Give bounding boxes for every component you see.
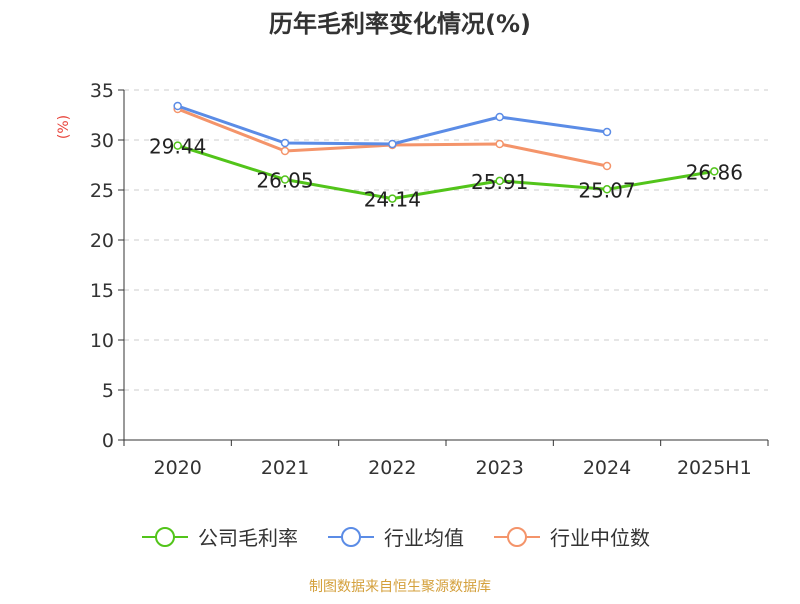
point-0-2024: [602, 185, 612, 194]
legend-swatch-marker-1: [341, 527, 361, 547]
grid-layer: [124, 89, 768, 391]
axis-layer: 0 5 10 15 20 25 30 35 2020 2021 2022 2023 2024 2025H1: [90, 80, 769, 479]
series-line-2: [176, 107, 609, 168]
x-tick-label-2021: 2021: [261, 457, 309, 479]
point-1-2024: [602, 127, 612, 137]
x-tick-label-2025H1: 2025H1: [677, 457, 752, 479]
point-0-2025H1: [710, 167, 719, 176]
data-label-2024: 25.07: [578, 178, 635, 202]
legend-label-0: 公司毛利率: [198, 526, 298, 550]
x-tick-label-2022: 2022: [368, 457, 416, 479]
legend-item-1: 行业均值: [328, 526, 464, 550]
point-0-2023: [495, 176, 504, 186]
y-tick-label-15: 15: [90, 280, 114, 302]
data-label-2021: 26.05: [256, 169, 313, 193]
legend-swatch-marker-0: [155, 527, 175, 547]
point-1-2022: [388, 139, 397, 149]
data-source-note: 制图数据来自恒生聚源数据库: [309, 579, 491, 595]
series-line-1: [176, 104, 609, 146]
legend-swatch-marker-2: [507, 527, 527, 547]
chart-title: 历年毛利率变化情况(%): [269, 10, 531, 38]
y-tick-label-5: 5: [102, 380, 114, 402]
y-tick-label-25: 25: [90, 180, 114, 202]
x-tick-label-2023: 2023: [475, 457, 523, 479]
legend-item-0: 公司毛利率: [142, 526, 298, 550]
y-tick-label-10: 10: [90, 330, 114, 352]
x-tick-label-2024: 2024: [583, 457, 631, 479]
series-line-0: [176, 144, 716, 201]
point-0-2022: [388, 194, 397, 203]
point-1-2021: [280, 138, 290, 148]
data-label-2020: 29.44: [149, 135, 206, 159]
point-2-2024: [602, 161, 612, 171]
y-tick-label-30: 30: [90, 130, 114, 152]
point-1-2023: [495, 112, 504, 122]
y-tick-label-20: 20: [90, 230, 114, 252]
data-label-2025H1: 26.86: [686, 160, 743, 184]
data-label-2023: 25.91: [471, 170, 528, 194]
legend-label-2: 行业中位数: [550, 526, 650, 550]
legend-item-2: 行业中位数: [494, 526, 650, 550]
legend: 公司毛利率 行业均值 行业中位数: [142, 526, 650, 550]
point-2-2023: [495, 139, 504, 149]
y-tick-label-0: 0: [102, 430, 114, 452]
legend-label-1: 行业均值: [384, 526, 464, 550]
data-label-2022: 24.14: [364, 188, 421, 212]
point-0-2020: [173, 141, 182, 150]
series-layer: [173, 101, 719, 203]
point-0-2021: [280, 175, 290, 184]
data-label-layer: 29.44 26.05 24.14 25.91 25.07 26.86: [149, 135, 743, 212]
point-1-2020: [173, 101, 182, 111]
y-tick-label-35: 35: [90, 80, 114, 102]
point-2-2021: [280, 146, 290, 156]
x-tick-label-2020: 2020: [153, 457, 201, 479]
y-axis-unit-label: (%): [56, 115, 72, 139]
